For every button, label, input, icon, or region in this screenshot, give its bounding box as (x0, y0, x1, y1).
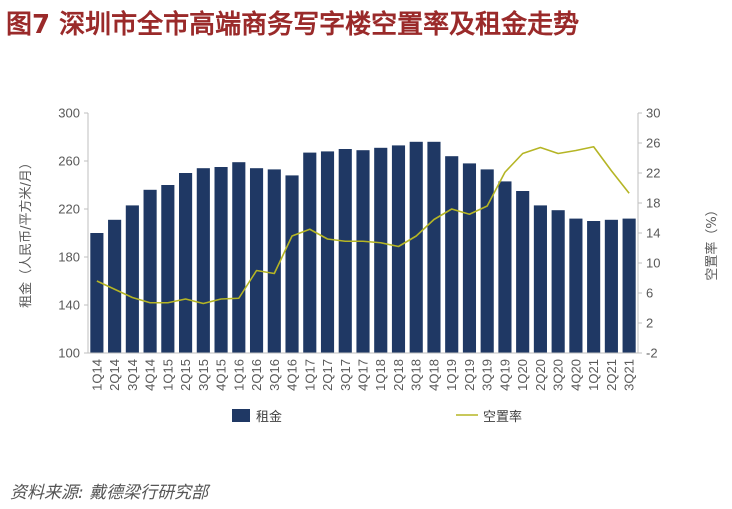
x-tick-label: 4Q20 (568, 359, 583, 391)
y-tick-label: 260 (58, 154, 80, 169)
bar-3Q19 (480, 169, 494, 353)
y2-tick-label: 14 (646, 226, 660, 241)
legend-label-rent: 租金 (256, 409, 282, 425)
x-tick-label: 1Q19 (444, 359, 459, 391)
bar-4Q14 (143, 189, 157, 353)
x-tick-label: 3Q20 (551, 359, 566, 391)
y2-tick-label: 18 (646, 196, 660, 211)
bar-1Q18 (374, 147, 388, 353)
y2-tick-label: 10 (646, 256, 660, 271)
bar-2Q16 (249, 168, 264, 353)
x-tick-label: 3Q19 (480, 359, 495, 391)
y2-axis-label: 空置率（%） (704, 203, 720, 280)
x-tick-label: 4Q14 (143, 359, 158, 391)
x-tick-label: 1Q21 (586, 359, 601, 391)
bar-4Q20 (569, 218, 583, 353)
bar-2Q18 (391, 145, 406, 353)
bar-2Q20 (533, 205, 547, 353)
bar-1Q17 (303, 152, 317, 353)
x-tick-label: 3Q16 (267, 359, 282, 391)
bar-1Q14 (90, 233, 104, 353)
x-tick-label: 2Q19 (462, 359, 477, 391)
bar-1Q21 (587, 221, 601, 353)
chart-title: 图7 深圳市全市高端商务写字楼空置率及租金走势 (6, 10, 580, 40)
x-tick-label: 2Q21 (604, 359, 619, 391)
bar-3Q14 (125, 205, 139, 353)
y2-tick-label: 6 (646, 286, 653, 301)
x-tick-label: 1Q18 (373, 359, 388, 391)
bar-2Q14 (108, 219, 122, 353)
y-tick-label: 100 (58, 346, 80, 361)
y2-tick-label: -2 (646, 346, 658, 361)
x-tick-label: 4Q15 (214, 359, 229, 391)
y2-tick-label: 2 (646, 316, 653, 331)
x-tick-label: 4Q18 (426, 359, 441, 391)
x-tick-label: 3Q17 (338, 359, 353, 391)
x-tick-label: 4Q19 (497, 359, 512, 391)
x-tick-label: 4Q17 (356, 359, 371, 391)
x-tick-label: 3Q14 (125, 359, 140, 391)
y2-tick-label: 22 (646, 166, 660, 181)
x-tick-label: 2Q17 (320, 359, 335, 391)
bar-3Q18 (409, 141, 423, 353)
bar-4Q17 (356, 150, 370, 353)
x-tick-label: 1Q16 (231, 359, 246, 391)
bar-4Q18 (427, 141, 441, 353)
bar-3Q16 (267, 169, 281, 353)
legend-swatch-rent (232, 409, 250, 422)
bar-series-rent (90, 141, 636, 353)
legend-label-vacancy: 空置率 (483, 409, 522, 425)
line-series-vacancy (96, 145, 630, 305)
x-tick-label: 2Q20 (533, 359, 548, 391)
bar-4Q16 (285, 175, 299, 353)
y-tick-label: 220 (58, 202, 80, 217)
x-tick-label: 2Q14 (107, 359, 122, 391)
x-tick-label: 1Q20 (515, 359, 530, 391)
x-tick-label: 2Q18 (391, 359, 406, 391)
bar-3Q17 (338, 149, 352, 353)
x-tick-label: 1Q15 (160, 359, 175, 391)
bar-2Q17 (320, 151, 335, 353)
y2-tick-label: 26 (646, 136, 660, 151)
y-axis-label: 租金（人民币/平方米/月） (18, 156, 34, 308)
x-tick-label: 4Q16 (285, 359, 300, 391)
x-tick-label: 2Q16 (249, 359, 264, 391)
bar-1Q16 (232, 162, 246, 353)
bar-2Q15 (179, 173, 193, 353)
bar-3Q21 (622, 218, 636, 353)
legend: 租金 空置率 (232, 409, 522, 425)
y2-tick-label: 30 (646, 106, 660, 121)
y-tick-label: 300 (58, 106, 80, 121)
bar-2Q21 (604, 219, 618, 353)
x-tick-label: 3Q21 (622, 359, 637, 391)
x-tick-label: 2Q15 (178, 359, 193, 391)
x-tick-label: 3Q18 (409, 359, 424, 391)
bar-3Q20 (551, 210, 565, 353)
vacancy-line (96, 145, 630, 305)
bar-1Q20 (516, 191, 530, 353)
bar-3Q15 (196, 168, 210, 353)
bar-2Q19 (462, 163, 477, 353)
source-note: 资料来源: 戴德梁行研究部 (10, 483, 209, 503)
bar-4Q15 (214, 167, 228, 353)
x-tick-label: 1Q17 (302, 359, 317, 391)
y-tick-label: 140 (58, 298, 80, 313)
y-tick-label: 180 (58, 250, 80, 265)
bar-1Q19 (445, 156, 459, 353)
bar-4Q19 (498, 181, 512, 353)
x-tick-label: 1Q14 (89, 359, 104, 391)
x-tick-label: 3Q15 (196, 359, 211, 391)
bar-1Q15 (161, 185, 175, 353)
